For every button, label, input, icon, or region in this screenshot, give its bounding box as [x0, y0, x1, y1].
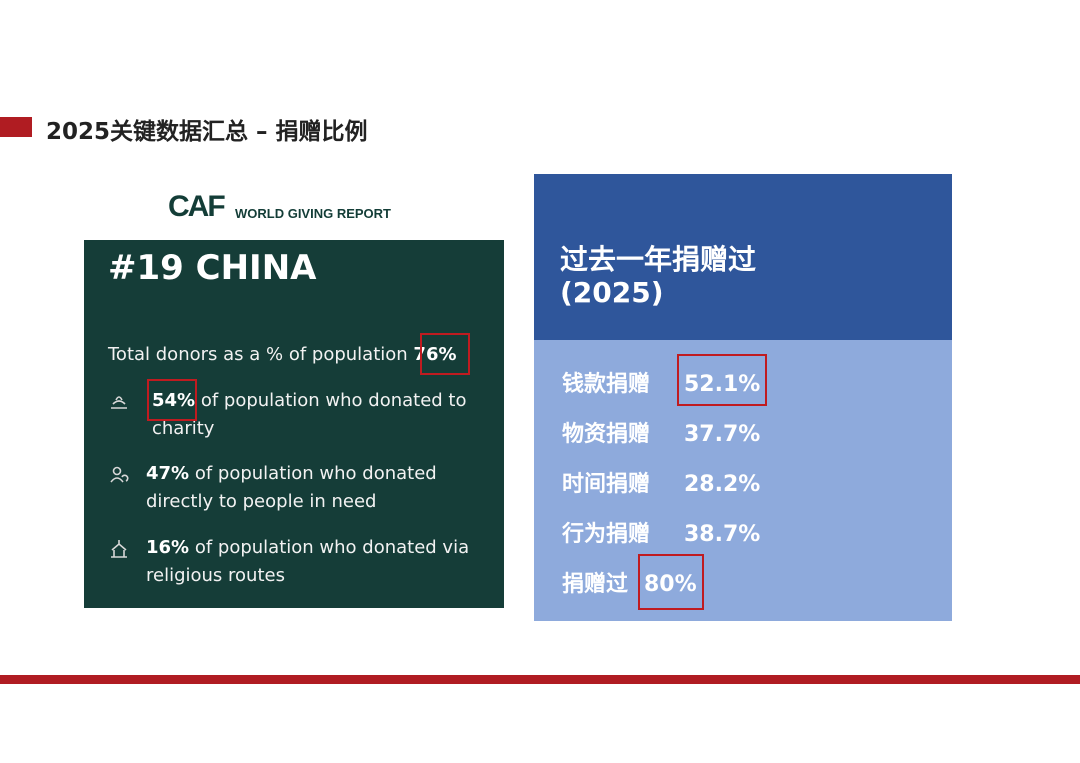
stat-label: 物资捐赠 [562, 422, 651, 447]
total-donors-row: Total donors as a % of population 76% [108, 341, 457, 369]
people-icon [108, 464, 130, 486]
charity-text: of population who donated to [200, 390, 467, 411]
survey-stats-panel: 钱款捐赠 52.1% 物资捐赠 37.7% 时间捐赠 28.2% 行为捐赠 38.7% … [534, 340, 952, 621]
religious-value: 16% [146, 537, 190, 558]
china-ranking-card: #19 CHINA Total donors as a % of populat… [84, 240, 504, 608]
stat-row: 物资捐赠 37.7% [562, 416, 760, 448]
stat-row: 钱款捐赠 52.1% [562, 366, 760, 398]
highlight-box-54 [147, 379, 197, 421]
stat-label: 时间捐赠 [562, 472, 651, 497]
direct-text-2: directly to people in need [146, 491, 377, 512]
stat-label: 捐赠过 [562, 572, 629, 597]
stat-value: 38.7% [684, 522, 761, 547]
stat-label: 行为捐赠 [562, 522, 651, 547]
highlight-box-52 [677, 354, 767, 406]
charity-text-2: charity [152, 418, 215, 439]
highlight-box-76 [420, 333, 470, 375]
caf-logo: CAF [168, 190, 226, 223]
survey-title: 过去一年捐赠过 [560, 243, 757, 276]
hands-icon [108, 390, 130, 412]
temple-icon [108, 538, 130, 560]
direct-text: of population who donated [194, 463, 437, 484]
stat-row: 时间捐赠 28.2% [562, 466, 760, 498]
total-donors-value: 76% [413, 344, 457, 365]
stat-value: 80% [644, 572, 697, 597]
religious-text: of population who donated via [194, 537, 470, 558]
stat-row: 捐赠过 80% [562, 566, 697, 598]
religious-row: 16% of population who donated via religi… [146, 534, 469, 590]
direct-row: 47% of population who donated directly t… [146, 460, 437, 516]
total-donors-label: Total donors as a % of population [108, 344, 408, 365]
title-accent-bar [0, 117, 32, 137]
stat-value: 52.1% [684, 372, 761, 397]
slide-title: 2025关键数据汇总 – 捐赠比例 [46, 119, 368, 145]
direct-value: 47% [146, 463, 190, 484]
stat-label: 钱款捐赠 [562, 372, 651, 397]
stat-value: 37.7% [684, 422, 761, 447]
stat-value: 28.2% [684, 472, 761, 497]
highlight-box-80 [638, 554, 704, 610]
survey-title-panel: 过去一年捐赠过 (2025) [534, 174, 952, 340]
charity-row: 54% of population who donated to charity [152, 387, 467, 443]
religious-text-2: religious routes [146, 565, 285, 586]
survey-year: (2025) [560, 276, 664, 309]
ranking-headline: #19 CHINA [108, 248, 317, 288]
footer-accent-line [0, 675, 1080, 684]
caf-report-name: WORLD GIVING REPORT [235, 206, 391, 221]
stat-row: 行为捐赠 38.7% [562, 516, 760, 548]
charity-value: 54% [152, 390, 196, 411]
